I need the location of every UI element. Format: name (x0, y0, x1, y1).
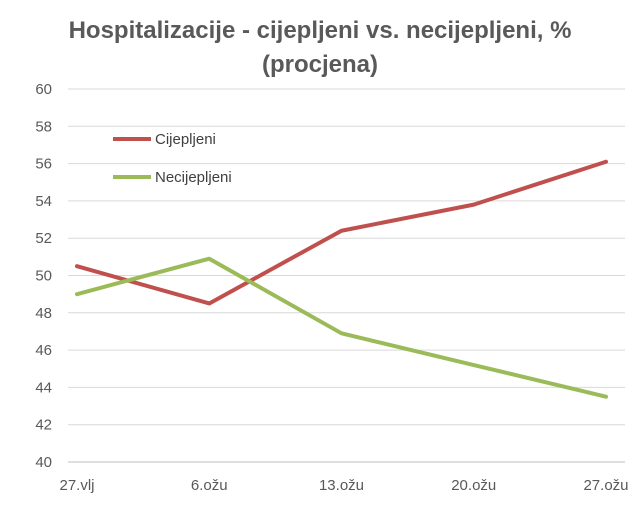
series-line-1 (75, 256, 608, 399)
y-tick-label: 46 (35, 342, 52, 359)
chart-title: Hospitalizacije - cijepljeni vs. necijep… (0, 14, 640, 82)
chart-title-line1: Hospitalizacije - cijepljeni vs. necijep… (68, 17, 572, 44)
x-tick-label: 13.ožu (319, 477, 364, 494)
y-tick-label: 54 (35, 193, 52, 210)
series-line-0 (75, 159, 608, 306)
x-tick-label: 6.ožu (191, 477, 228, 494)
y-tick-label: 40 (35, 454, 52, 471)
legend-label-1: Necijepljeni (155, 169, 232, 186)
y-tick-label: 52 (35, 230, 52, 247)
y-tick-label: 44 (35, 379, 52, 396)
y-tick-label: 60 (35, 81, 52, 98)
y-tick-label: 58 (35, 118, 52, 135)
y-tick-label: 56 (35, 156, 52, 173)
chart-title-line2: (procjena) (261, 51, 378, 78)
y-tick-label: 42 (35, 417, 52, 434)
x-tick-label: 27.vlj (59, 477, 94, 494)
legend-label-0: Cijepljeni (155, 131, 216, 148)
x-tick-label: 20.ožu (451, 477, 496, 494)
y-tick-label: 48 (35, 305, 52, 322)
y-tick-label: 50 (35, 268, 52, 285)
x-tick-label: 27.ožu (583, 477, 628, 494)
